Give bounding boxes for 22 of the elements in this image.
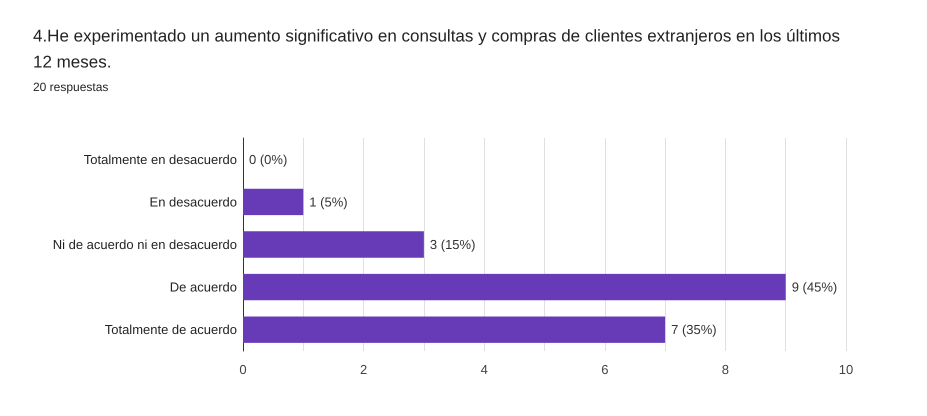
x-tick-label: 0 — [239, 362, 247, 377]
bar — [243, 231, 424, 258]
x-tick-label: 8 — [722, 362, 730, 377]
data-label: 0 (0%) — [249, 152, 288, 167]
data-label: 7 (35%) — [671, 322, 717, 338]
y-tick-label: Totalmente en desacuerdo — [84, 152, 237, 167]
data-label: 1 (5%) — [309, 194, 348, 210]
y-tick-label: En desacuerdo — [150, 194, 237, 210]
data-label: 9 (45%) — [792, 280, 838, 295]
y-tick-label: Ni de acuerdo ni en desacuerdo — [52, 237, 237, 252]
bar — [243, 316, 666, 343]
chart-title: 4.He experimentado un aumento significativo en consultas y compras de clientes extranjeros en los últimos 12 meses. — [33, 26, 845, 72]
data-label: 3 (15%) — [430, 237, 476, 252]
x-tick-label: 4 — [480, 362, 488, 377]
y-tick-label: Totalmente de acuerdo — [104, 322, 237, 338]
bar — [243, 188, 304, 216]
x-tick-label: 6 — [601, 362, 608, 377]
text: 20 respuestas — [33, 80, 108, 94]
bar — [243, 274, 786, 300]
x-tick-label: 2 — [360, 362, 368, 377]
y-tick-label: De acuerdo — [170, 280, 237, 295]
x-tick-label: 10 — [838, 362, 854, 377]
